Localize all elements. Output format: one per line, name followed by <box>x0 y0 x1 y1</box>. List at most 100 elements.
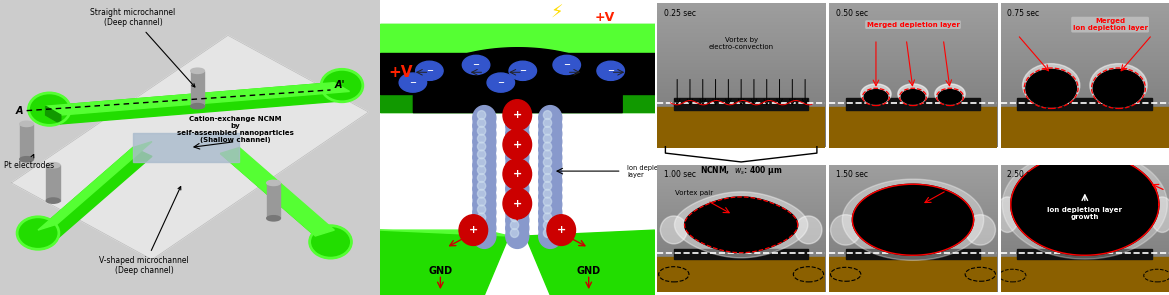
Ellipse shape <box>1093 69 1143 107</box>
Circle shape <box>511 119 519 127</box>
Circle shape <box>511 150 519 159</box>
Circle shape <box>544 173 552 182</box>
Text: 1.50 sec: 1.50 sec <box>836 170 867 179</box>
Bar <box>845 98 981 110</box>
Circle shape <box>511 229 519 237</box>
Polygon shape <box>380 230 509 236</box>
Polygon shape <box>133 133 240 162</box>
Ellipse shape <box>901 90 925 104</box>
Text: A': A' <box>334 81 345 91</box>
Circle shape <box>506 192 528 217</box>
Circle shape <box>539 216 562 240</box>
Text: Vortex pair: Vortex pair <box>675 190 713 196</box>
Bar <box>657 107 825 148</box>
Circle shape <box>539 121 562 146</box>
Polygon shape <box>37 142 152 230</box>
Circle shape <box>544 142 552 151</box>
Ellipse shape <box>399 73 427 92</box>
Polygon shape <box>37 148 152 239</box>
Circle shape <box>506 129 528 154</box>
Circle shape <box>477 166 485 175</box>
Polygon shape <box>685 197 797 253</box>
Ellipse shape <box>509 61 537 81</box>
Text: ⚡: ⚡ <box>551 4 562 22</box>
Text: +: + <box>513 199 521 209</box>
Text: +: + <box>513 169 521 179</box>
Text: +: + <box>469 225 478 235</box>
Circle shape <box>506 161 528 186</box>
Circle shape <box>544 150 552 159</box>
Ellipse shape <box>864 90 887 104</box>
Circle shape <box>310 226 352 258</box>
Circle shape <box>506 153 528 178</box>
Circle shape <box>477 119 485 127</box>
Circle shape <box>477 150 485 159</box>
Circle shape <box>472 121 496 146</box>
Circle shape <box>506 208 528 233</box>
Circle shape <box>472 176 496 201</box>
Ellipse shape <box>860 84 891 104</box>
Circle shape <box>511 134 519 143</box>
Circle shape <box>539 184 562 209</box>
Circle shape <box>511 197 519 206</box>
Circle shape <box>18 217 58 249</box>
Circle shape <box>477 181 485 190</box>
Circle shape <box>511 205 519 214</box>
Ellipse shape <box>463 55 490 75</box>
Bar <box>845 249 981 259</box>
Circle shape <box>477 197 485 206</box>
Circle shape <box>511 142 519 151</box>
Bar <box>657 257 825 292</box>
Circle shape <box>547 215 575 245</box>
Circle shape <box>511 158 519 167</box>
Ellipse shape <box>1023 64 1080 107</box>
Circle shape <box>472 224 496 248</box>
Ellipse shape <box>597 61 624 81</box>
Circle shape <box>544 119 552 127</box>
Circle shape <box>511 111 519 119</box>
Circle shape <box>506 114 528 138</box>
Circle shape <box>506 216 528 240</box>
Circle shape <box>539 200 562 225</box>
Circle shape <box>539 224 562 248</box>
Circle shape <box>511 181 519 190</box>
Text: Cation-exchange NCNM
by
self-assembled nanoparticles
(Shallow channel): Cation-exchange NCNM by self-assembled n… <box>178 116 293 143</box>
Circle shape <box>472 153 496 178</box>
Text: 0.50 sec: 0.50 sec <box>836 9 867 18</box>
Circle shape <box>506 224 528 248</box>
Circle shape <box>539 168 562 193</box>
Text: Straight microchannel
(Deep channel): Straight microchannel (Deep channel) <box>90 8 195 87</box>
Circle shape <box>511 173 519 182</box>
Circle shape <box>472 106 496 130</box>
Bar <box>20 124 34 159</box>
Circle shape <box>539 153 562 178</box>
Circle shape <box>477 126 485 135</box>
Circle shape <box>511 213 519 222</box>
Polygon shape <box>852 184 974 255</box>
Ellipse shape <box>191 68 205 73</box>
Ellipse shape <box>1026 69 1077 107</box>
Polygon shape <box>1011 154 1158 255</box>
Text: −: − <box>607 66 614 75</box>
Text: Ion depletion layer
growth: Ion depletion layer growth <box>1047 207 1122 220</box>
Circle shape <box>472 184 496 209</box>
Circle shape <box>506 121 528 146</box>
Circle shape <box>472 192 496 217</box>
Text: +: + <box>513 140 521 150</box>
Circle shape <box>544 111 552 119</box>
Circle shape <box>511 166 519 175</box>
Circle shape <box>472 208 496 233</box>
Polygon shape <box>220 153 334 245</box>
Circle shape <box>511 189 519 198</box>
Circle shape <box>544 158 552 167</box>
Bar <box>1001 107 1169 148</box>
Circle shape <box>544 189 552 198</box>
Circle shape <box>472 168 496 193</box>
Ellipse shape <box>830 215 860 245</box>
Circle shape <box>544 134 552 143</box>
Text: Pt electrodes: Pt electrodes <box>4 155 54 170</box>
Text: Merged depletion layer: Merged depletion layer <box>866 22 960 28</box>
Ellipse shape <box>1150 197 1169 232</box>
Circle shape <box>472 129 496 154</box>
Circle shape <box>544 181 552 190</box>
